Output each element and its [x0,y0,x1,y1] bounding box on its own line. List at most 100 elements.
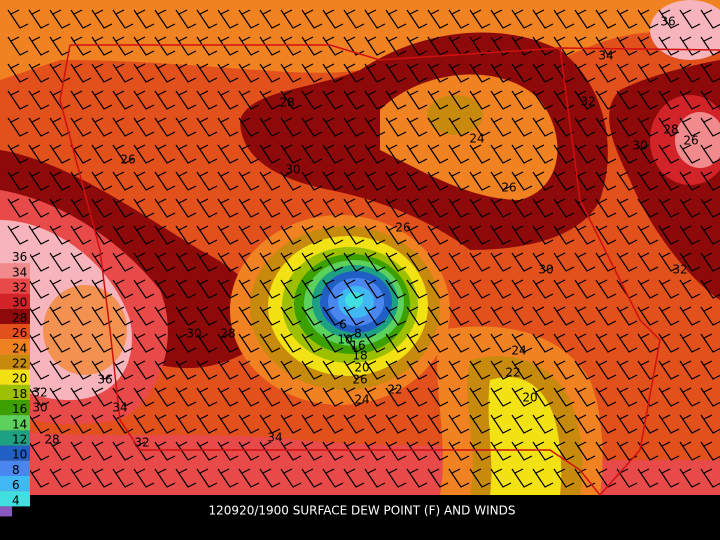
wind-barb [532,198,554,218]
wind-barb [175,279,197,299]
wind-barb [574,225,596,245]
wind-barb [154,171,176,191]
wind-barb [532,225,554,245]
wind-barb [385,144,407,164]
wind-barb [49,279,71,299]
wind-barb [259,360,281,380]
wind-barb [616,198,638,218]
wind-barb [154,414,176,434]
wind-barb [49,198,71,218]
wind-barb [112,441,134,461]
wind-barb [406,36,428,56]
wind-barb [469,198,491,218]
wind-barb [28,90,50,110]
wind-barb [28,252,50,272]
wind-barb [574,90,596,110]
wind-barb [322,117,344,137]
wind-barb [574,9,596,29]
wind-barb [28,468,50,488]
wind-barb [532,441,554,461]
legend-swatch [0,476,30,492]
wind-barb [553,198,575,218]
wind-barb [238,252,260,272]
wind-barb [217,468,239,488]
wind-barb [574,333,596,353]
legend-label: 34 [12,265,27,279]
wind-barb [469,333,491,353]
wind-barb [217,63,239,83]
wind-barb [133,360,155,380]
wind-barb [133,90,155,110]
wind-barb [175,117,197,137]
wind-barb [469,9,491,29]
wind-barb [700,279,720,299]
legend-label: 24 [12,341,27,355]
wind-barb [280,279,302,299]
wind-barb [280,414,302,434]
wind-barb [364,198,386,218]
wind-barb [70,387,92,407]
wind-barb [532,144,554,164]
legend-swatch [0,354,30,370]
wind-barb [112,333,134,353]
wind-barb [364,360,386,380]
wind-barb [259,117,281,137]
wind-barb [259,468,281,488]
wind-barb [28,333,50,353]
wind-barb [406,468,428,488]
wind-barb [385,63,407,83]
wind-barb [7,63,29,83]
wind-barb [238,306,260,326]
wind-barb [175,414,197,434]
wind-barb [238,63,260,83]
wind-barb [532,333,554,353]
wind-barb [385,252,407,272]
wind-barb [406,387,428,407]
wind-barb [700,225,720,245]
wind-barb [49,144,71,164]
wind-barb [301,9,323,29]
wind-barb [427,441,449,461]
wind-barb [91,9,113,29]
wind-barb [322,198,344,218]
wind-barb [259,198,281,218]
wind-barb [553,333,575,353]
wind-barb [553,225,575,245]
wind-barb [49,171,71,191]
wind-barb [448,441,470,461]
wind-barb [343,117,365,137]
wind-barb [637,468,659,488]
wind-barb [511,36,533,56]
wind-barb [385,171,407,191]
wind-barb [574,252,596,272]
wind-barb [679,9,701,29]
wind-barb [427,414,449,434]
wind-barb [133,36,155,56]
wind-barb [301,387,323,407]
wind-barb [364,117,386,137]
wind-barb [553,468,575,488]
wind-barb [196,9,218,29]
wind-barb [385,117,407,137]
wind-barb [7,117,29,137]
wind-barb [490,468,512,488]
legend-swatch [0,430,30,446]
wind-barb [700,171,720,191]
wind-barb [112,63,134,83]
wind-barb [259,306,281,326]
contour-label: 26 [395,221,410,235]
wind-barb [322,279,344,299]
wind-barb [196,144,218,164]
wind-barb [700,90,720,110]
wind-barb [427,306,449,326]
legend-swatch [0,384,30,400]
wind-barb [28,279,50,299]
wind-barb [112,360,134,380]
legend-label: 28 [12,311,27,325]
wind-barb [280,468,302,488]
wind-barb [637,414,659,434]
legend-label: 14 [12,417,27,431]
wind-barb [343,63,365,83]
wind-barb [679,117,701,137]
wind-barb [280,225,302,245]
